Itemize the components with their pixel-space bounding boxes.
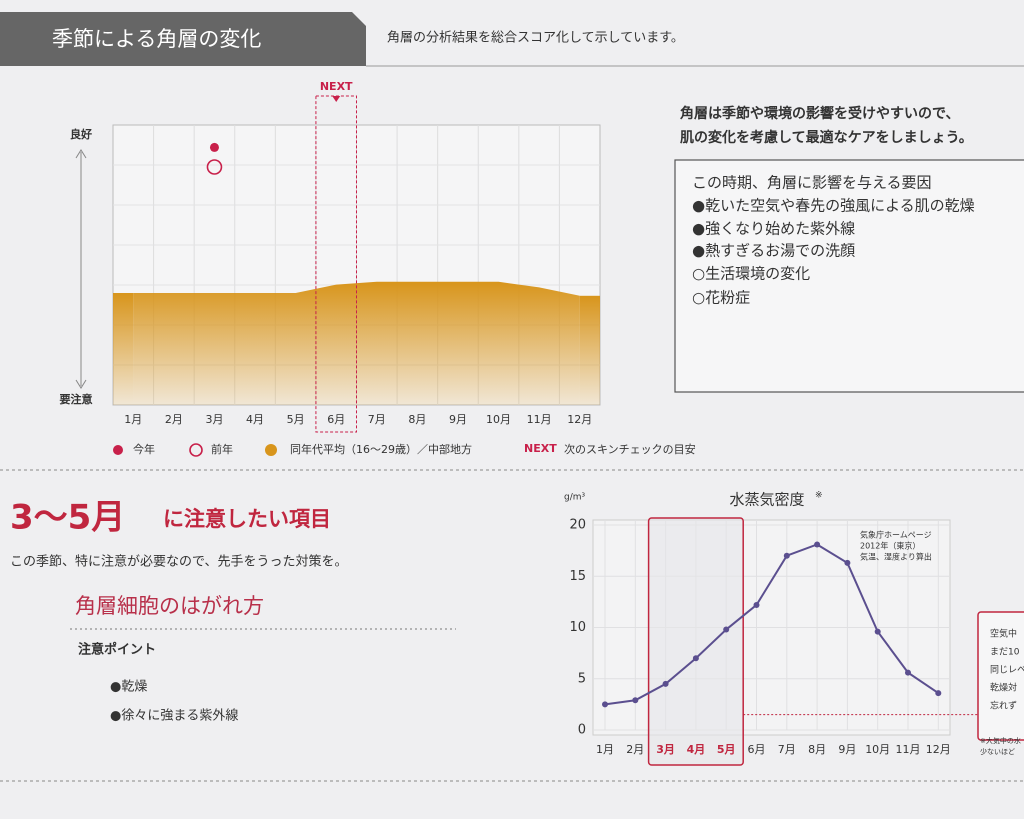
legend-next: NEXT [524,442,557,455]
x-tick-label: 5月 [287,413,305,426]
area-edge [579,295,600,405]
legend-label: 次のスキンチェックの目安 [564,443,696,456]
source-note: 気象庁ホームページ [860,530,932,540]
y-tick-label: 10 [569,620,586,635]
x-tick-label: 6月 [327,413,345,426]
line-point [602,701,608,708]
factor-box [674,159,1024,393]
y-arrow [75,149,87,389]
header-subtitle: 角層の分析結果を総合スコア化して示しています。 [387,31,684,46]
line-point [814,541,821,548]
caution-heading: に注意したい項目 [163,507,331,531]
advice-line: 角層は季節や環境の影響を受けやすいので、 [679,105,959,122]
x-tick-label: 4月 [687,743,706,756]
x-tick-label: 2月 [626,743,644,756]
line-point [783,552,790,559]
side-note: 空気中 [990,628,1017,640]
x-tick-label: 11月 [527,413,552,426]
next-arrow [332,96,341,102]
factor-item: ●乾いた空気や春先の強風による肌の乾燥 [692,197,975,215]
score-point [209,142,219,152]
caution-point: ●徐々に強まる紫外線 [110,708,238,724]
caution-topic: 角層細胞のはがれ方 [75,594,264,618]
x-tick-label: 1月 [124,413,142,426]
y-tick-label: 20 [569,518,586,533]
factor-item: ○生活環境の変化 [692,265,810,283]
line-point [935,690,942,697]
next-label: NEXT [320,80,353,93]
legend-label: 同年代平均（16〜29歳）／中部地方 [290,442,472,456]
side-box [977,611,1024,741]
footnote: 少ないほど [980,747,1015,756]
header-title: 季節による角層の変化 [52,27,261,51]
x-tick-label: 6月 [748,743,766,756]
y-top-label: 良好 [70,127,92,141]
chart-title: 水蒸気密度 [729,491,804,509]
side-note: 同じレベ [990,665,1024,676]
highlight-box [647,517,744,766]
legend-swatch [265,444,277,456]
x-tick-label: 10月 [865,743,890,756]
line [604,543,939,706]
title-note: ※ [815,491,823,501]
factor-item: ●強くなり始めた紫外線 [692,220,855,238]
line-point [874,628,881,635]
advice-line: 肌の変化を考慮して最適なケアをしましょう。 [680,129,973,146]
x-tick-label: 3月 [656,743,675,756]
source-note: 2012年（東京） [860,541,920,551]
y-bottom-label: 要注意 [60,392,93,406]
points-title: 注意ポイント [78,642,156,658]
y-tick-label: 15 [569,569,586,584]
y-tick-label: 0 [578,723,586,738]
line-point [662,680,669,687]
line-point [905,669,911,676]
x-tick-label: 4月 [246,413,264,426]
legend-swatch [189,443,203,457]
header-tab [0,12,366,66]
source-note: 気温、湿度より算出 [860,552,932,562]
area-edge [113,293,134,405]
line-point [723,626,730,633]
side-note: 乾燥対 [990,682,1017,694]
x-tick-label: 8月 [408,413,426,426]
line-point [632,697,639,704]
factor-title: この時期、角層に影響を与える要因 [692,174,932,192]
x-tick-label: 12月 [567,413,592,426]
caution-period: 3〜5月 [10,498,125,538]
y-unit: g/m³ [564,493,586,503]
x-tick-label: 9月 [449,413,467,426]
line-point [753,601,760,608]
factor-item: ○花粉症 [692,289,750,307]
side-note: 忘れず [990,701,1017,712]
x-tick-label: 8月 [808,743,826,756]
legend-swatch [113,445,123,455]
legend-label: 前年 [211,442,233,456]
x-tick-label: 10月 [486,413,511,426]
footnote: ※大気中の水 [980,736,1021,745]
x-tick-label: 7月 [778,743,796,756]
x-tick-label: 5月 [717,743,736,756]
caution-lead: この季節、特に注意が必要なので、先手をうった対策を。 [10,554,347,570]
x-tick-label: 3月 [205,413,223,426]
caution-point: ●乾燥 [110,680,147,695]
x-tick-label: 9月 [838,743,856,756]
score-point [206,159,223,175]
y-tick-label: 5 [578,671,586,686]
x-tick-label: 1月 [596,743,614,756]
x-tick-label: 12月 [926,743,951,756]
x-tick-label: 2月 [165,413,183,426]
x-tick-label: 11月 [896,743,921,756]
line-point [692,655,699,662]
side-note: まだ10 [990,647,1020,658]
factor-item: ●熱すぎるお湯での洗顔 [692,242,855,260]
line-point [844,559,851,566]
x-tick-label: 7月 [368,413,386,426]
legend-label: 今年 [133,442,155,456]
